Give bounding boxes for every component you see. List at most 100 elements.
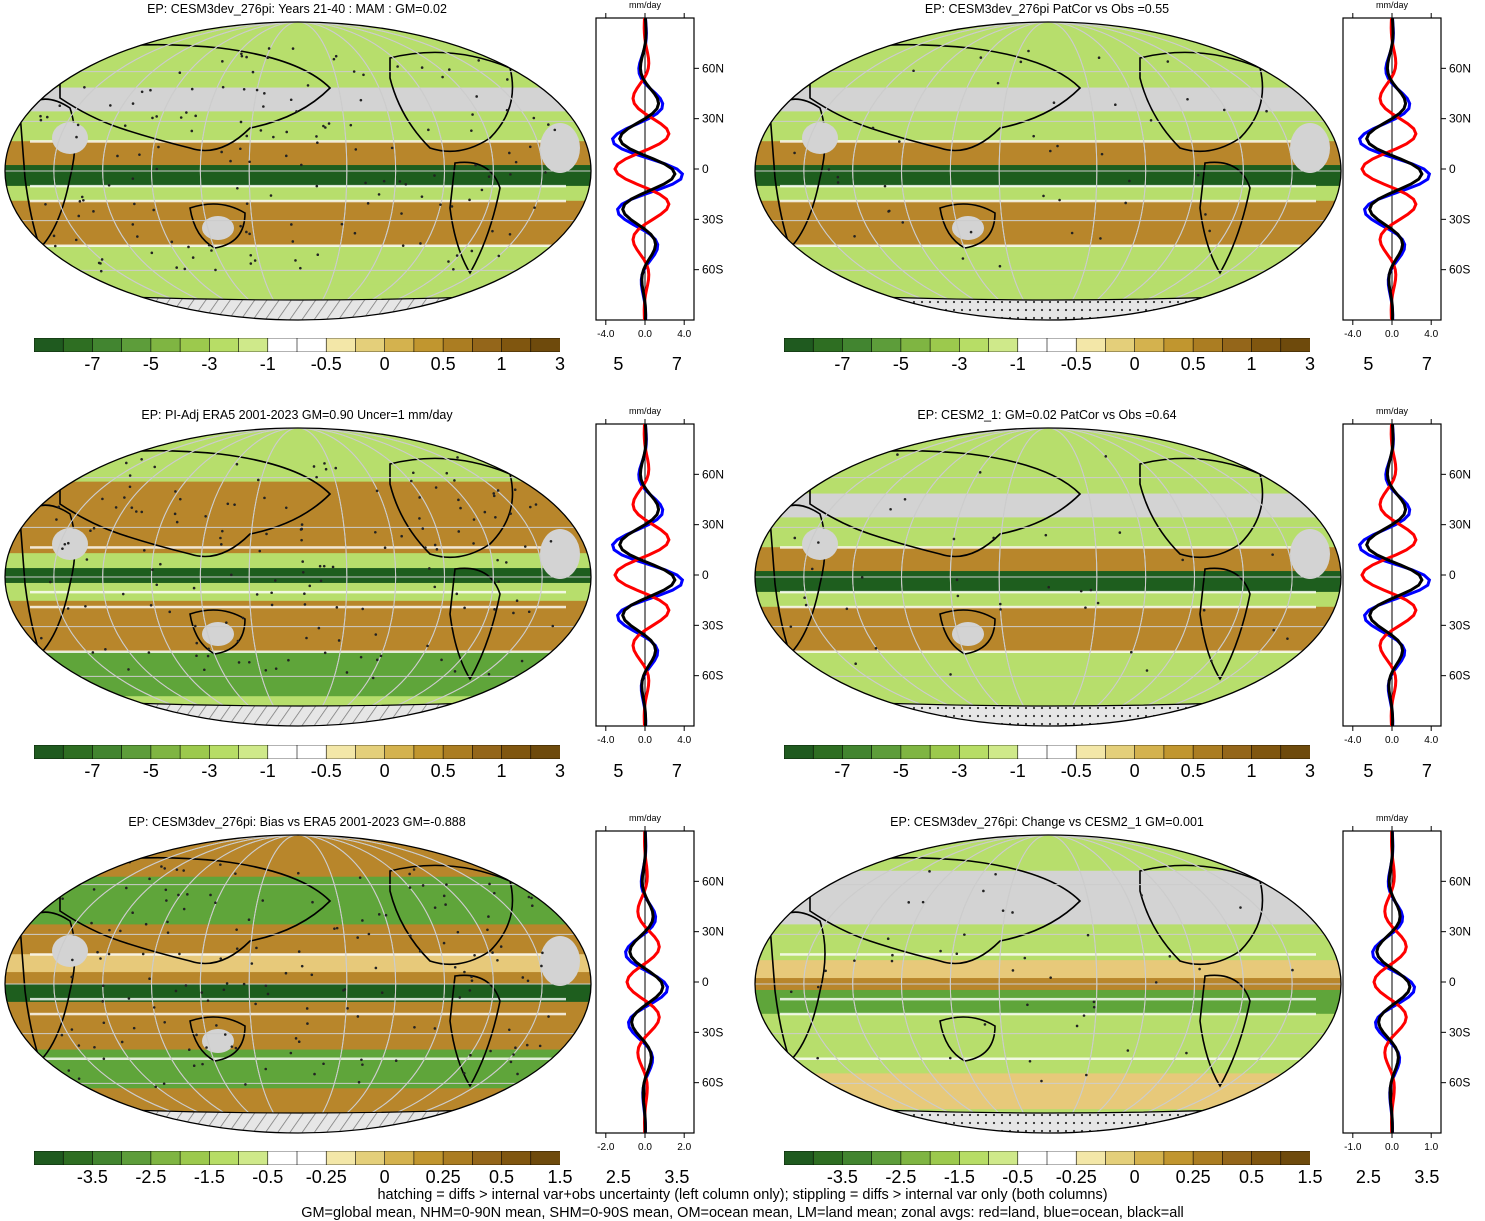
colorbar-swatch bbox=[179, 1151, 211, 1165]
zonal-land-line bbox=[613, 423, 671, 727]
zonal-all-line bbox=[1375, 830, 1412, 1134]
colorbar-tick-label: 1 bbox=[496, 354, 507, 374]
colorbar-swatch bbox=[1280, 338, 1310, 352]
colorbar-tick-label: -1 bbox=[1009, 761, 1026, 781]
zonal-x-tick-label: 1.0 bbox=[1424, 1142, 1438, 1153]
lat-tick-label: 0 bbox=[1449, 975, 1456, 989]
colorbar-tick-label: -5 bbox=[892, 354, 909, 374]
zonal-unit-label: mm/day bbox=[1376, 0, 1409, 10]
lat-tick-label: 30S bbox=[702, 1025, 723, 1039]
zonal-x-tick-label: 0.0 bbox=[1385, 329, 1399, 340]
lat-tick-label: 60N bbox=[1449, 874, 1471, 888]
lat-tick-label: 60N bbox=[702, 467, 724, 481]
colorbar-swatch bbox=[179, 745, 211, 759]
zonal-all-line bbox=[618, 423, 677, 727]
colorbar-swatch bbox=[325, 338, 357, 352]
colorbar-swatch bbox=[384, 1151, 415, 1165]
colorbar-swatch bbox=[1105, 338, 1136, 352]
zonal-x-tick-label: -4.0 bbox=[1344, 735, 1362, 746]
colorbar-tick-label: -3 bbox=[951, 354, 968, 374]
colorbar-swatch bbox=[442, 1151, 474, 1165]
colorbar-swatch bbox=[871, 1151, 902, 1165]
colorbar-swatch bbox=[871, 338, 902, 352]
colorbar-swatch bbox=[92, 745, 123, 759]
colorbar-swatch bbox=[1222, 1151, 1253, 1165]
colorbar-swatch bbox=[530, 338, 560, 352]
colorbar-tick-label: -3 bbox=[201, 354, 218, 374]
colorbar-swatch bbox=[267, 1151, 298, 1165]
colorbar-swatch bbox=[209, 338, 240, 352]
colorbar-swatch bbox=[1163, 1151, 1194, 1165]
colorbar-swatch bbox=[1134, 745, 1165, 759]
colorbar-swatch bbox=[1075, 745, 1107, 759]
panel-title: EP: CESM3dev_276pi PatCor vs Obs =0.55 bbox=[924, 2, 1170, 16]
panel-title: EP: CESM3dev_276pi: Bias vs ERA5 2001-20… bbox=[128, 815, 466, 829]
colorbar-tick-label: 0.25 bbox=[425, 1167, 461, 1187]
colorbar-swatch bbox=[501, 1151, 532, 1165]
footer-note-legend: GM=global mean, NHM=0-90N mean, SHM=0-90… bbox=[301, 1205, 1184, 1221]
colorbar-tick-label: 5 bbox=[1363, 761, 1374, 781]
zonal-unit-label: mm/day bbox=[629, 813, 662, 823]
colorbar-tick-label: 3 bbox=[1304, 354, 1316, 374]
colorbar-swatch bbox=[209, 1151, 240, 1165]
colorbar-swatch bbox=[121, 338, 152, 352]
zonal-x-tick-label: 4.0 bbox=[1424, 735, 1438, 746]
lat-tick-label: 0 bbox=[1449, 162, 1456, 176]
colorbar bbox=[784, 338, 1310, 352]
colorbar-swatch bbox=[959, 338, 990, 352]
zonal-land-line bbox=[1372, 830, 1408, 1134]
colorbar-swatch bbox=[355, 745, 386, 759]
colorbar-swatch bbox=[179, 338, 211, 352]
colorbar-tick-label: 0.5 bbox=[430, 761, 456, 781]
colorbar-swatch bbox=[1046, 745, 1078, 759]
colorbar-swatch bbox=[1163, 745, 1194, 759]
colorbar-swatch bbox=[1251, 1151, 1282, 1165]
colorbar-swatch bbox=[267, 338, 298, 352]
colorbar-tick-label: -7 bbox=[834, 761, 851, 781]
colorbar-swatch bbox=[209, 745, 240, 759]
colorbar-tick-label: 7 bbox=[1421, 354, 1432, 374]
colorbar-tick-label: -1 bbox=[259, 354, 276, 374]
colorbar-tick-label: 2.5 bbox=[1355, 1167, 1381, 1187]
lat-tick-label: 60S bbox=[702, 669, 723, 683]
lat-tick-label: 60S bbox=[1449, 263, 1470, 277]
colorbar-swatch bbox=[267, 745, 298, 759]
lat-tick-label: 30N bbox=[702, 925, 724, 939]
colorbar-tick-label: -0.25 bbox=[1055, 1167, 1097, 1187]
colorbar-swatch bbox=[238, 1151, 269, 1165]
zonal-unit-label: mm/day bbox=[629, 0, 662, 10]
colorbar-swatch bbox=[1075, 1151, 1107, 1165]
colorbar-swatch bbox=[988, 745, 1019, 759]
colorbar-swatch bbox=[413, 745, 444, 759]
colorbar-swatch bbox=[355, 1151, 386, 1165]
colorbar-tick-label: 7 bbox=[1421, 761, 1432, 781]
colorbar-swatch bbox=[929, 338, 961, 352]
colorbar-swatch bbox=[413, 338, 444, 352]
colorbar-swatch bbox=[1017, 338, 1048, 352]
zonal-mean-plot: mm/day 60N 30N 0 30S 60S -2.0 0.0 2.0 bbox=[595, 813, 724, 1153]
colorbar-swatch bbox=[34, 1151, 65, 1165]
colorbar-tick-label: -5 bbox=[142, 354, 159, 374]
colorbar-swatch bbox=[325, 745, 357, 759]
colorbar-tick-label: -2.5 bbox=[885, 1167, 917, 1187]
colorbar-tick-label: 1.5 bbox=[547, 1167, 573, 1187]
colorbar-tick-label: -0.5 bbox=[252, 1167, 284, 1187]
colorbar-tick-label: 3 bbox=[554, 354, 566, 374]
colorbar-tick-label: -1 bbox=[1009, 354, 1026, 374]
zonal-land-line bbox=[613, 17, 671, 321]
colorbar-swatch bbox=[501, 338, 532, 352]
colorbar-swatch bbox=[1163, 338, 1194, 352]
colorbar-swatch bbox=[62, 1151, 94, 1165]
lat-tick-label: 0 bbox=[702, 975, 709, 989]
lat-tick-label: 60S bbox=[1449, 669, 1470, 683]
zonal-mean-plot: mm/day 60N 30N 0 30S 60S -4.0 0.0 4.0 bbox=[1342, 0, 1471, 340]
colorbar-swatch bbox=[238, 745, 269, 759]
robinson-map bbox=[4, 427, 592, 727]
zonal-x-tick-label: 4.0 bbox=[677, 329, 691, 340]
panel-title: EP: PI-Adj ERA5 2001-2023 GM=0.90 Uncer=… bbox=[141, 408, 453, 422]
colorbar-swatch bbox=[325, 1151, 357, 1165]
colorbar-swatch bbox=[812, 1151, 844, 1165]
colorbar-tick-label: -3 bbox=[201, 761, 218, 781]
zonal-unit-label: mm/day bbox=[1376, 813, 1409, 823]
colorbar-tick-label: -0.25 bbox=[305, 1167, 347, 1187]
